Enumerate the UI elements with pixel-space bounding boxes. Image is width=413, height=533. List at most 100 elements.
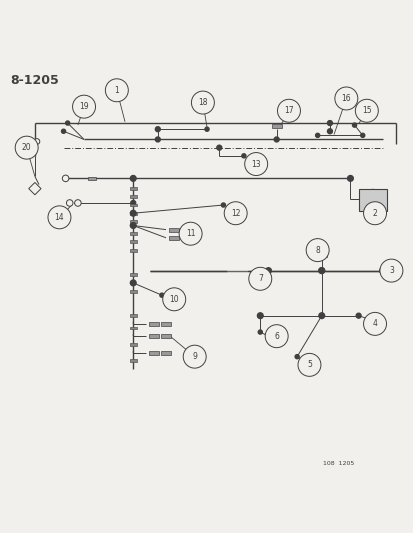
Text: 13: 13 — [251, 159, 260, 168]
Bar — [358, 189, 387, 211]
Circle shape — [354, 99, 377, 122]
Bar — [129, 204, 137, 206]
Circle shape — [265, 325, 287, 348]
Text: 15: 15 — [361, 106, 371, 115]
Circle shape — [273, 137, 278, 142]
Text: 2: 2 — [372, 209, 377, 217]
Text: 108  1205: 108 1205 — [322, 461, 353, 466]
Circle shape — [105, 79, 128, 102]
Text: 14: 14 — [55, 213, 64, 222]
Bar — [129, 249, 137, 252]
Bar — [185, 228, 195, 232]
Circle shape — [191, 91, 214, 114]
Text: 6: 6 — [273, 332, 278, 341]
Circle shape — [360, 133, 364, 138]
Circle shape — [379, 259, 402, 282]
Bar — [271, 124, 281, 128]
Circle shape — [72, 95, 95, 118]
Circle shape — [183, 345, 206, 368]
Text: 12: 12 — [230, 209, 240, 217]
Circle shape — [266, 334, 270, 338]
Bar — [129, 232, 137, 235]
Bar — [129, 343, 137, 346]
Bar — [161, 351, 171, 354]
Circle shape — [130, 211, 136, 216]
Circle shape — [265, 268, 271, 273]
Text: 3: 3 — [388, 266, 393, 275]
Text: 8-1205: 8-1205 — [10, 74, 59, 87]
Bar — [161, 322, 171, 326]
Text: 5: 5 — [306, 360, 311, 369]
Circle shape — [155, 137, 160, 142]
Circle shape — [297, 353, 320, 376]
Circle shape — [334, 87, 357, 110]
Bar — [148, 322, 159, 326]
Circle shape — [347, 175, 352, 181]
Circle shape — [306, 239, 328, 262]
Circle shape — [159, 293, 164, 297]
Polygon shape — [28, 182, 41, 195]
Bar — [129, 314, 137, 317]
Bar — [129, 240, 137, 244]
Circle shape — [65, 121, 69, 125]
Text: 1: 1 — [114, 86, 119, 95]
Text: 19: 19 — [79, 102, 89, 111]
Bar — [129, 327, 137, 329]
Bar — [129, 273, 137, 276]
Bar — [148, 334, 159, 338]
Circle shape — [379, 267, 386, 274]
Circle shape — [277, 99, 300, 122]
Circle shape — [363, 312, 386, 335]
Text: 8: 8 — [315, 246, 319, 255]
Circle shape — [327, 120, 332, 125]
Circle shape — [244, 152, 267, 175]
Circle shape — [130, 175, 136, 181]
Circle shape — [254, 277, 258, 281]
Text: 7: 7 — [257, 274, 262, 284]
Circle shape — [130, 280, 136, 286]
Circle shape — [131, 200, 135, 205]
Circle shape — [62, 129, 65, 133]
Circle shape — [258, 330, 262, 334]
Circle shape — [351, 123, 356, 127]
Circle shape — [248, 268, 271, 290]
Circle shape — [241, 154, 245, 158]
Text: 10: 10 — [169, 295, 178, 304]
Circle shape — [257, 313, 263, 319]
Text: 4: 4 — [372, 319, 377, 328]
Circle shape — [294, 354, 299, 359]
Circle shape — [162, 288, 185, 311]
Circle shape — [216, 145, 221, 150]
Circle shape — [355, 313, 360, 318]
Circle shape — [74, 200, 81, 206]
Circle shape — [179, 222, 202, 245]
Bar — [148, 351, 159, 354]
Bar — [169, 228, 179, 232]
Circle shape — [15, 136, 38, 159]
Text: 11: 11 — [185, 229, 195, 238]
Circle shape — [34, 139, 40, 144]
Bar — [129, 359, 137, 362]
Text: 20: 20 — [22, 143, 31, 152]
Bar — [88, 176, 96, 180]
Circle shape — [315, 133, 319, 138]
Bar — [129, 212, 137, 215]
Bar — [316, 253, 326, 257]
Bar — [129, 289, 137, 293]
Text: 16: 16 — [341, 94, 350, 103]
Circle shape — [318, 268, 324, 273]
Bar — [129, 187, 137, 190]
Circle shape — [66, 200, 73, 206]
Circle shape — [327, 129, 332, 134]
Circle shape — [62, 175, 69, 182]
Circle shape — [363, 202, 386, 225]
Circle shape — [224, 202, 247, 225]
Text: 17: 17 — [283, 106, 293, 115]
Bar — [185, 236, 195, 240]
Bar — [129, 220, 137, 223]
Text: 9: 9 — [192, 352, 197, 361]
Circle shape — [318, 268, 324, 273]
Bar — [129, 196, 137, 198]
Circle shape — [48, 206, 71, 229]
Circle shape — [204, 127, 209, 131]
